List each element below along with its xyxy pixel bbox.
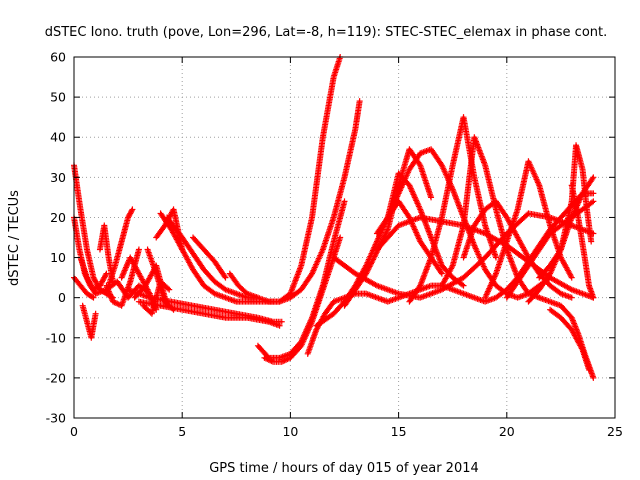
data-point [221,273,228,280]
series-points [190,234,229,281]
series-points [261,234,344,365]
y-tick-label: 10 [50,250,66,265]
x-tick-label: 25 [607,424,623,439]
series-points [536,142,595,281]
series-points [157,54,344,305]
tick-labels: 0 5 10 15 20 25 -30 -20 -10 0 10 20 30 40 50 60 [46,50,623,440]
data-point [356,98,363,105]
chart-title: dSTEC Iono. truth (pove, Lon=296, Lat=-8… [45,25,608,40]
series-points [547,306,593,373]
series-points [105,206,136,289]
data-point [590,198,597,205]
series-points [71,162,116,301]
series-points [568,182,597,301]
x-tick-label: 15 [391,424,407,439]
axis-ticks [73,56,616,419]
data-point [135,246,142,253]
x-tick-label: 0 [70,424,78,439]
data-point [437,269,444,276]
data-point [459,281,466,288]
y-tick-label: 30 [50,170,66,185]
data-point [276,322,283,329]
data-point [589,199,596,206]
data-point [556,247,563,254]
data-point [102,271,109,278]
series-points [77,254,110,293]
data-point [590,294,597,301]
y-tick-label: 20 [50,210,66,225]
y-tick-label: 60 [50,50,66,65]
data-point [589,175,596,182]
data-point [164,285,171,292]
series-points [460,198,575,301]
data-point [460,282,467,289]
data-point [89,293,96,300]
x-tick-label: 20 [499,424,515,439]
data-points [71,54,597,381]
data-point [128,207,135,214]
data-point [129,206,136,213]
y-tick-label: -10 [46,330,66,345]
series-points [503,198,597,301]
data-point [590,190,597,197]
data-point [222,274,229,281]
series-points [96,222,116,285]
data-point [278,318,285,325]
data-point [590,174,597,181]
plot-frame [73,56,616,419]
data-point [166,286,173,293]
data-point [341,198,348,205]
data-point [438,270,445,277]
series-points [79,302,99,341]
y-tick-label: 50 [50,90,66,105]
data-point [586,366,593,373]
y-tick-label: -30 [46,411,66,426]
data-point [103,270,110,277]
y-axis-title: dSTEC / TECUs [7,190,22,286]
y-tick-label: 40 [50,130,66,145]
y-tick-label: -20 [46,370,66,385]
data-point [492,254,499,261]
series-points [384,198,445,277]
data-point [568,274,575,281]
data-point [92,310,99,317]
series-points [254,198,348,361]
series-points [135,298,283,329]
data-point [568,294,575,301]
data-point [428,194,435,201]
data-point [590,374,597,381]
series-points [406,114,499,305]
x-axis-title: GPS time / hours of day 015 of year 2014 [209,461,479,476]
data-point [90,294,97,301]
data-point [337,234,344,241]
y-tick-label: 0 [58,290,66,305]
data-point [588,238,595,245]
x-tick-label: 10 [282,424,298,439]
x-tick-label: 5 [178,424,186,439]
series-points [226,270,261,301]
data-point [254,294,261,301]
series-points [164,98,363,305]
series-points [482,158,575,301]
